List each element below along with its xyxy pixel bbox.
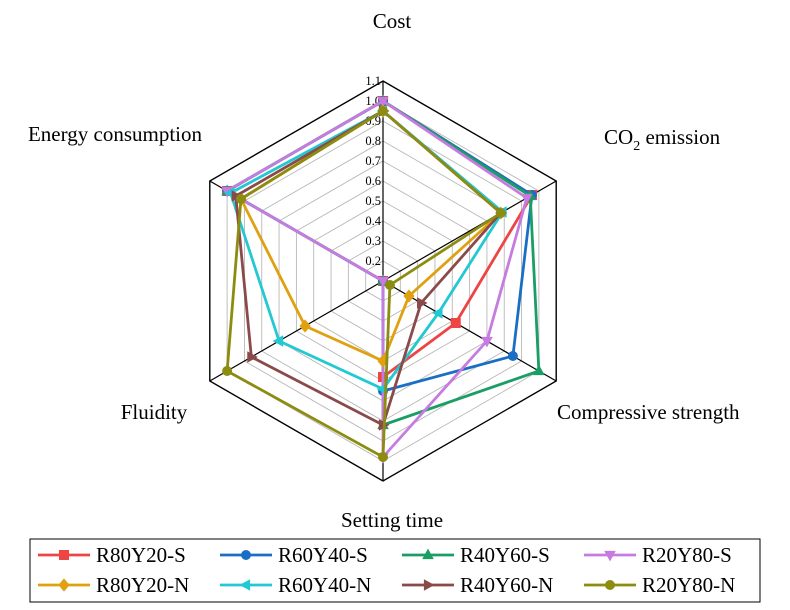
data-point-marker <box>481 336 493 348</box>
tick-label: 0.2 <box>365 254 381 268</box>
co2-suffix: emission <box>640 125 720 149</box>
legend-item: R60Y40-N <box>220 573 371 597</box>
legend-label: R60Y40-S <box>278 543 368 567</box>
series-layer <box>221 94 545 464</box>
data-point-marker <box>507 351 518 361</box>
axis-label-setting-time: Setting time <box>341 508 443 532</box>
data-point-marker <box>241 550 251 560</box>
data-point-marker <box>604 550 616 562</box>
data-point-marker <box>450 318 461 328</box>
data-point-marker <box>377 96 389 108</box>
legend-label: R40Y60-S <box>460 543 550 567</box>
legend-item: R60Y40-S <box>220 543 368 567</box>
legend-label: R80Y20-S <box>96 543 186 567</box>
data-point-marker <box>403 289 415 303</box>
data-point-marker <box>378 106 388 116</box>
co2-subscript: 2 <box>633 139 640 154</box>
legend-label: R60Y40-N <box>278 573 371 597</box>
data-point-marker <box>59 550 69 560</box>
data-point-marker <box>533 364 545 376</box>
tick-label: 0.3 <box>365 234 381 248</box>
data-point-marker <box>247 351 258 363</box>
data-point-marker <box>377 276 389 288</box>
axis-spoke <box>209 280 384 382</box>
legend-box <box>29 538 761 603</box>
data-point-marker <box>239 579 251 591</box>
data-point-marker <box>222 366 233 376</box>
axis-label-compressive-strength: Compressive strength <box>557 400 740 424</box>
legend-item: R40Y60-S <box>402 543 550 567</box>
axis-label-energy-consumption: Energy consumption <box>28 122 203 146</box>
data-point-marker <box>422 548 434 560</box>
tick-label: 0.8 <box>365 134 381 148</box>
data-point-marker <box>423 579 435 591</box>
data-point-marker <box>605 580 615 590</box>
legend-item: R40Y60-N <box>402 573 553 597</box>
axis-label-co2-emission: CO2 emission <box>604 125 721 154</box>
tick-label: 0.4 <box>365 214 381 228</box>
legend-label: R80Y20-N <box>96 573 189 597</box>
tick-label: 0.6 <box>365 174 381 188</box>
tick-label: 0.7 <box>365 154 381 168</box>
series-R20Y80-S <box>221 96 533 464</box>
tick-label: 0.5 <box>365 194 381 208</box>
data-point-marker <box>235 194 246 204</box>
data-point-marker <box>431 307 443 319</box>
axis-label-fluidity: Fluidity <box>121 400 188 424</box>
data-point-marker <box>299 319 311 333</box>
legend-item: R80Y20-S <box>38 543 186 567</box>
tick-label: 1.1 <box>365 74 381 88</box>
data-point-marker <box>520 193 533 205</box>
data-point-marker <box>272 335 284 347</box>
legend-item: R20Y80-N <box>584 573 735 597</box>
data-point-marker <box>417 297 428 309</box>
legend-label: R20Y80-N <box>642 573 735 597</box>
data-point-marker <box>384 280 395 290</box>
legend-label: R20Y80-S <box>642 543 732 567</box>
series-R20Y80-N <box>222 106 506 462</box>
data-point-marker <box>495 208 506 218</box>
legend-label: R40Y60-N <box>460 573 553 597</box>
data-point-marker <box>378 452 388 462</box>
co2-prefix: CO <box>604 125 633 149</box>
legend-item: R80Y20-N <box>38 573 189 597</box>
legend-item: R20Y80-S <box>584 543 732 567</box>
data-point-marker <box>58 578 70 592</box>
legend: R80Y20-S R60Y40-S R40Y60-S R20Y80-S R80Y20-N… <box>38 543 735 597</box>
radial-tick-labels: 0.20.30.40.50.60.70.80.91.01.1 <box>365 74 381 268</box>
series-line <box>225 109 503 459</box>
axis-label-cost: Cost <box>373 9 412 33</box>
